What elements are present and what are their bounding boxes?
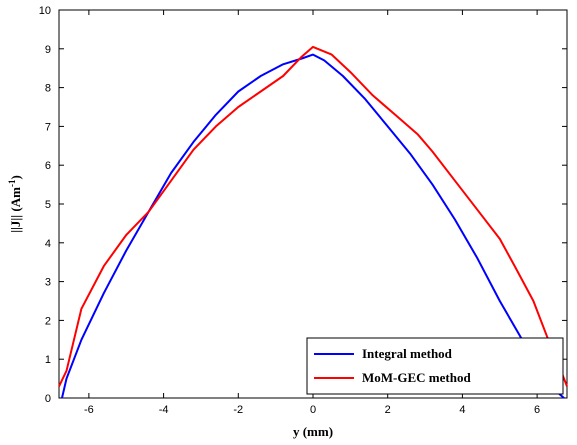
series-line-integral <box>61 53 565 399</box>
y-tick-label: 10 <box>39 5 51 17</box>
y-tick-label: 2 <box>45 315 51 327</box>
y-tick-label: 8 <box>45 83 51 95</box>
plot-area <box>58 9 568 399</box>
y-tick-label: 1 <box>45 354 51 366</box>
y-tick-label: 7 <box>45 121 51 133</box>
y-tick-label: 3 <box>45 277 51 289</box>
legend-box <box>306 337 564 395</box>
x-tick-label: 2 <box>385 404 391 416</box>
series-line-momgec <box>58 45 568 387</box>
x-tick-label: -2 <box>233 404 243 416</box>
y-axis-label-close: ) <box>8 175 23 179</box>
legend-label-momgec: MoM-GEC method <box>362 370 471 385</box>
x-tick-label: -6 <box>84 404 94 416</box>
ticks: -6 -4 -2 0 2 4 6 0 1 2 3 4 5 6 7 8 9 10 <box>39 5 567 416</box>
y-tick-label: 6 <box>45 160 51 172</box>
x-axis-label: y (mm) <box>293 424 333 439</box>
series-layer <box>58 45 568 399</box>
legend-label-integral: Integral method <box>362 346 453 361</box>
y-axis-label-sup: -1 <box>7 179 17 187</box>
x-tick-label: 4 <box>459 404 465 416</box>
y-tick-label: 9 <box>45 44 51 56</box>
y-axis-label: ||J|| (Am-1) <box>7 175 23 233</box>
legend: Integral method MoM-GEC method <box>306 337 564 395</box>
y-tick-label: 5 <box>45 199 51 211</box>
x-tick-label: -4 <box>159 404 169 416</box>
y-tick-label: 4 <box>45 238 51 250</box>
x-tick-label: 0 <box>310 404 316 416</box>
y-tick-label: 0 <box>45 393 51 405</box>
y-axis-label-main: ||J|| (Am <box>8 187 23 233</box>
x-tick-label: 6 <box>534 404 540 416</box>
